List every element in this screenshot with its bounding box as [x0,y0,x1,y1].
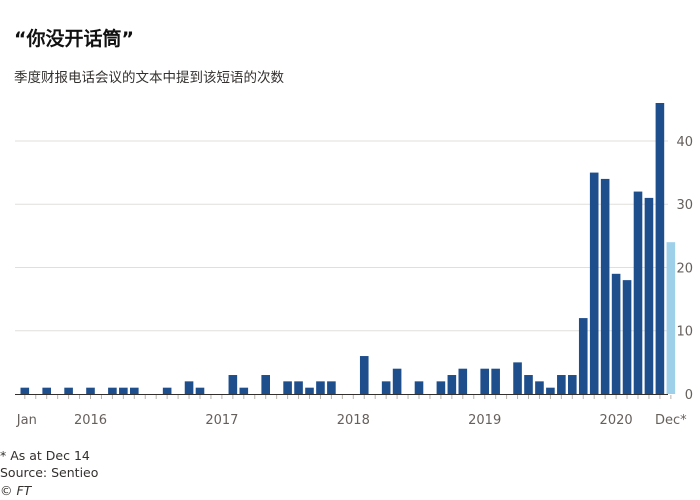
bar [513,362,522,394]
y-tick-label: 30 [676,198,693,213]
y-tick-label: 20 [676,261,693,276]
bar [64,387,73,394]
bar [480,368,489,394]
bar [589,172,599,394]
y-tick-label: 10 [676,325,693,340]
x-tick-label: Dec* [655,413,687,428]
x-tick-label: 2019 [468,413,501,428]
bar [42,387,51,394]
bar [568,375,577,394]
bar [20,387,30,394]
chart-subtitle: 季度财报电话会议的文本中提到该短语的次数 [14,70,284,86]
x-tick-label: 2018 [337,413,370,428]
bar [283,381,292,394]
bar [162,387,172,394]
bar [414,381,424,394]
bar [611,273,621,394]
bar [119,387,128,394]
bar [578,318,588,394]
bar [557,375,566,394]
bar [184,381,194,394]
footnote: * As at Dec 14 [0,448,90,463]
bar [447,375,457,394]
bar [458,368,468,394]
bar [305,387,314,394]
chart-title: “你没开话筒” [14,28,134,50]
bar [130,387,139,394]
bar [359,356,369,394]
bar [524,375,533,394]
bar [327,381,336,394]
bar [622,280,632,394]
y-tick-label: 0 [685,388,693,403]
bar [644,197,654,394]
source-note: Source: Sentieo [0,465,99,480]
x-tick-label: 2017 [205,413,238,428]
bar [600,178,610,394]
bar [666,242,676,394]
bar [294,381,303,394]
bar [392,368,402,394]
bar [381,381,391,394]
bar [261,375,270,394]
x-tick-label: 2020 [600,413,633,428]
bar [655,103,665,394]
bar [239,387,249,394]
bar [633,191,643,394]
x-tick-label: Jan [16,413,37,428]
bar [546,387,555,394]
bar [535,381,544,394]
bar-chart: 0 10 20 30 40 Jan 2016 2017 2018 2019 2020 Dec* [15,103,693,428]
bar [316,381,325,394]
bar [436,381,446,394]
y-tick-label: 40 [676,135,693,150]
bar [228,375,238,394]
bar [195,387,205,394]
bar [491,368,500,394]
copyright-note: © FT [0,483,32,498]
bar [108,387,117,394]
bar [86,387,95,394]
x-tick-label: 2016 [74,413,107,428]
